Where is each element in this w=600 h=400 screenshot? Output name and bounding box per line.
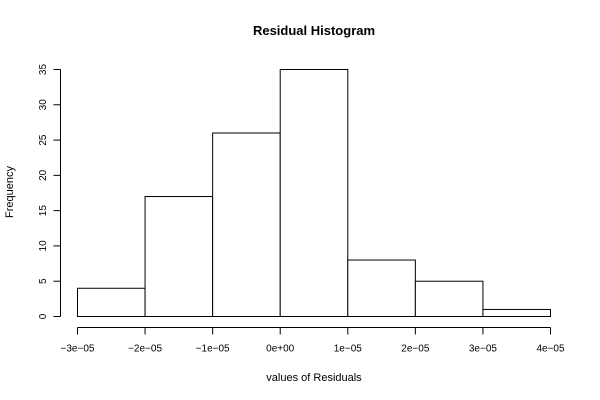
histogram-bars: [77, 69, 551, 318]
y-tick-label: 35: [38, 64, 49, 76]
x-tick-label: 0e+00: [266, 344, 295, 355]
y-tick-label: 0: [38, 313, 49, 319]
y-tick-label: 5: [38, 278, 49, 284]
y-axis: 0 5 10 15 20 25 30 35: [38, 64, 61, 319]
chart-title: Residual Histogram: [253, 23, 375, 38]
y-tick-label: 20: [38, 169, 49, 181]
x-axis-label: values of Residuals: [266, 372, 362, 384]
x-tick-label: 1e−05: [334, 344, 363, 355]
y-tick-label: 10: [38, 240, 49, 252]
x-tick-label: 2e−05: [401, 344, 430, 355]
histogram-bar-7: [482, 308, 551, 318]
x-tick-label: 4e−05: [536, 344, 565, 355]
x-tick-label: 3e−05: [469, 344, 498, 355]
y-axis-label: Frequency: [4, 166, 16, 218]
y-tick-label: 25: [38, 134, 49, 146]
x-tick-label: −1e−05: [196, 344, 230, 355]
histogram-bar-4: [279, 69, 349, 317]
histogram-bar-6: [414, 280, 484, 318]
histogram-bar-1: [77, 287, 146, 317]
histogram-bar-2: [144, 196, 214, 317]
histogram-bar-3: [212, 132, 281, 317]
histogram-bar-5: [347, 259, 416, 317]
y-tick-label: 30: [38, 99, 49, 111]
y-tick-label: 15: [38, 205, 49, 217]
x-tick-label: −2e−05: [128, 344, 162, 355]
x-axis: −3e−05 −2e−05 −1e−05 0e+00 1e−05 2e−05 3e−05 4e…: [61, 327, 565, 355]
x-tick-label: −3e−05: [61, 344, 95, 355]
